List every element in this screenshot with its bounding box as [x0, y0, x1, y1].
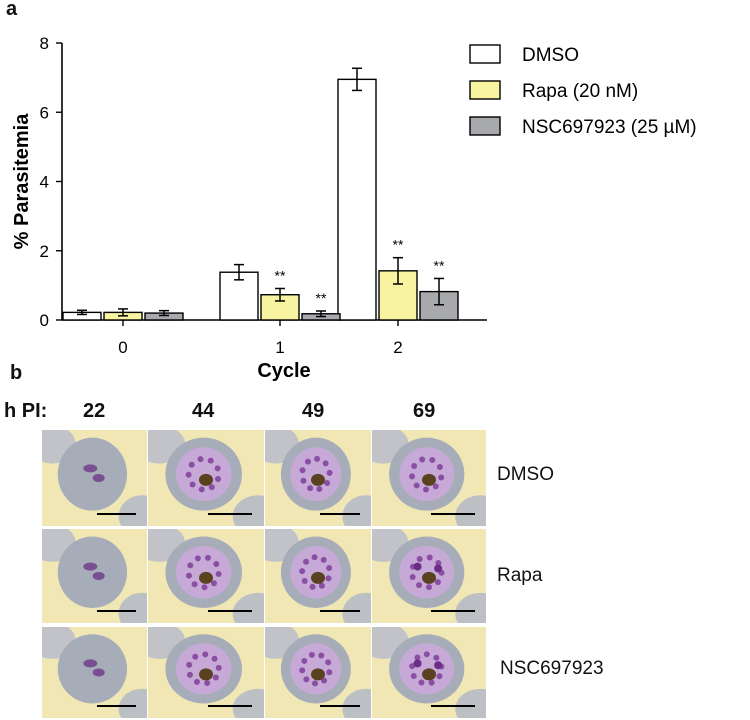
bar: [337, 78, 377, 321]
row-label-dmso: DMSO: [497, 464, 554, 485]
cell-illustration: [148, 529, 264, 623]
y-tick-label: 4: [40, 173, 49, 192]
row-label-nsc697923: NSC697923: [500, 658, 604, 679]
scale-bar: [431, 610, 475, 612]
cell-illustration: [372, 430, 486, 526]
row-label-rapa: Rapa: [497, 565, 543, 586]
legend-swatch: [469, 44, 501, 64]
timepoint-49: 49: [302, 400, 325, 422]
y-tick-label: 8: [40, 34, 49, 53]
y-tick-label: 2: [40, 242, 49, 261]
significance-marker: **: [434, 257, 445, 273]
y-tick-label: 6: [40, 103, 49, 122]
micrograph-image: [265, 430, 371, 526]
timepoint-22: 22: [83, 400, 106, 422]
timepoint-69: 69: [413, 400, 436, 422]
legend-swatch: [469, 116, 501, 136]
legend-label: Rapa (20 nM): [522, 81, 638, 102]
micrograph-image: [148, 430, 264, 526]
y-axis-title: % Parasitemia: [11, 113, 33, 250]
cell-illustration: [42, 430, 147, 526]
significance-marker: **: [275, 267, 286, 283]
y-tick-label: 0: [40, 311, 49, 330]
bar-chart: 0 2 4 6 8 0 1 2 ** ** ** ** % Parasitemia Cycle DMSO Ra…: [11, 34, 697, 382]
micrograph-image: [42, 529, 147, 623]
micrograph-image: [265, 627, 371, 718]
x-tick-label: 0: [118, 338, 127, 357]
micrograph-image: [372, 529, 486, 623]
cell-illustration: [42, 529, 147, 623]
scale-bar: [320, 705, 361, 707]
cell-illustration: [372, 529, 486, 623]
cell-illustration: [148, 627, 264, 718]
micrograph-image: [372, 430, 486, 526]
micrograph-image: [372, 627, 486, 718]
scale-bar: [96, 513, 137, 515]
scale-bar: [431, 705, 475, 707]
hpi-label: h PI:: [4, 400, 48, 422]
scale-bar: [96, 705, 137, 707]
legend-label: DMSO: [522, 45, 579, 66]
scale-bar: [431, 513, 475, 515]
legend-swatch: [469, 80, 501, 100]
significance-marker: **: [393, 237, 404, 253]
scale-bar: [96, 610, 137, 612]
cell-illustration: [265, 627, 371, 718]
timepoint-44: 44: [192, 400, 215, 422]
significance-marker: **: [316, 290, 327, 306]
scale-bar: [320, 610, 361, 612]
x-tick-label: 1: [275, 338, 284, 357]
scale-bar: [208, 705, 253, 707]
scale-bar: [320, 513, 361, 515]
micrograph-image: [42, 430, 147, 526]
micrograph-image: [148, 529, 264, 623]
cell-illustration: [148, 430, 264, 526]
x-tick-label: 2: [393, 338, 402, 357]
cell-illustration: [372, 627, 486, 718]
micrograph-image: [148, 627, 264, 718]
micrograph-image: [265, 529, 371, 623]
scale-bar: [208, 513, 253, 515]
scale-bar: [208, 610, 253, 612]
x-axis-title: Cycle: [257, 360, 310, 382]
micrograph-image: [42, 627, 147, 718]
cell-illustration: [265, 529, 371, 623]
cell-illustration: [42, 627, 147, 718]
cell-illustration: [265, 430, 371, 526]
panel-a-label: a: [6, 0, 18, 20]
legend-label: NSC697923 (25 µM): [522, 117, 697, 138]
panel-b-label: b: [10, 362, 23, 384]
